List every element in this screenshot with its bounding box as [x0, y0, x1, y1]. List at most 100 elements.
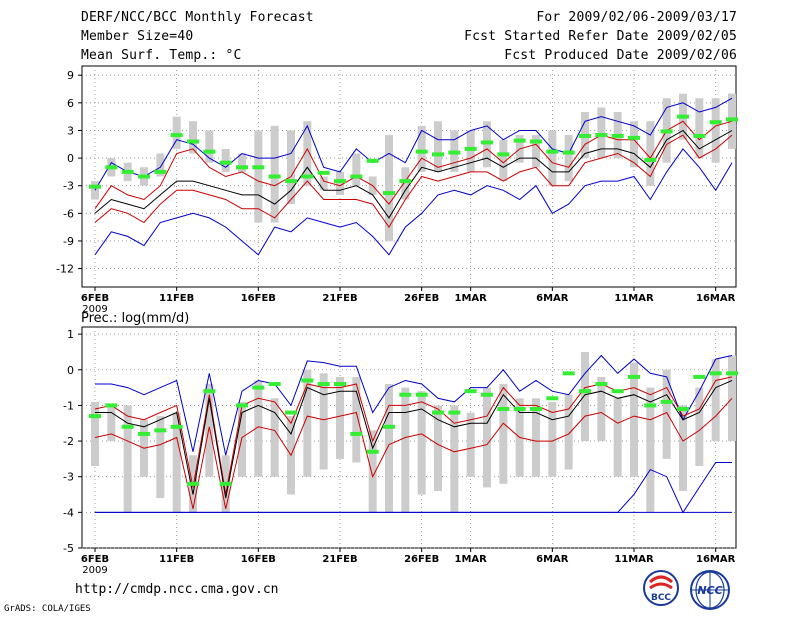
x-tick-label: 16MAR: [696, 554, 736, 565]
obs-marker: [219, 160, 232, 165]
y-tick-label: -1: [63, 399, 74, 412]
obs-marker: [579, 133, 591, 138]
ensemble-box: [336, 171, 344, 195]
y-tick-label: 0: [67, 152, 74, 165]
obs-marker: [366, 449, 379, 454]
x-tick-label: 1MAR: [454, 293, 487, 304]
ensemble-box: [401, 387, 410, 513]
obs-marker: [693, 374, 706, 379]
ensemble-box: [205, 384, 214, 477]
y-tick-label: 0: [67, 364, 74, 377]
ensemble-box: [303, 369, 312, 477]
ncc-logo: NCC: [690, 570, 730, 610]
obs-marker: [432, 152, 444, 157]
obs-marker: [562, 371, 575, 376]
ensemble-box: [238, 401, 246, 477]
y-tick-label: -5: [63, 542, 74, 555]
ensemble-box: [728, 355, 736, 442]
ensemble-box: [221, 455, 230, 513]
obs-marker: [677, 406, 689, 411]
ensemble-box: [123, 405, 132, 513]
ensemble-box: [466, 412, 475, 477]
ensemble-box: [270, 125, 279, 223]
source-url[interactable]: http://cmdp.ncc.cma.gov.cn: [75, 582, 279, 597]
obs-marker: [448, 150, 461, 155]
obs-marker: [285, 410, 297, 415]
obs-marker: [530, 139, 542, 144]
obs-marker: [170, 424, 183, 429]
ensemble-box: [548, 401, 557, 477]
obs-marker: [562, 150, 575, 155]
obs-marker: [497, 152, 510, 157]
x-tick-label: 6FEB: [81, 554, 109, 565]
ensemble-box: [303, 121, 312, 186]
obs-marker: [350, 431, 363, 436]
obs-marker: [121, 169, 134, 174]
y-tick-label: 9: [67, 69, 74, 82]
obs-marker: [660, 129, 673, 134]
obs-marker: [334, 179, 346, 184]
ensemble-box: [352, 376, 361, 463]
obs-marker: [709, 120, 722, 125]
obs-marker: [481, 392, 493, 397]
ensemble-box: [270, 398, 279, 477]
ensemble-box: [336, 376, 344, 459]
ensemble-box: [238, 153, 246, 172]
series-line-mean: [95, 380, 733, 499]
ensemble-box: [662, 369, 671, 459]
obs-marker: [383, 191, 395, 196]
started-date: Fcst Started Refer Date 2009/02/05: [464, 29, 737, 44]
obs-marker: [399, 179, 412, 184]
y-tick-label: -12: [56, 263, 74, 276]
obs-marker: [595, 133, 608, 138]
obs-marker: [677, 114, 689, 119]
ensemble-box: [189, 455, 197, 513]
ensemble-box: [679, 405, 687, 491]
obs-marker: [203, 389, 216, 394]
y-tick-label: -9: [63, 235, 74, 248]
ensemble-box: [597, 107, 606, 159]
x-tick-label: 6FEB: [81, 293, 109, 304]
obs-marker: [187, 481, 199, 486]
series-line-max: [94, 97, 733, 191]
ensemble-box: [319, 373, 328, 470]
ensemble-box: [287, 416, 295, 495]
obs-marker: [366, 158, 379, 163]
y-tick-label: -3: [63, 471, 74, 484]
x-tick-label: 16FEB: [241, 554, 276, 565]
logos: BCC NCC: [643, 570, 730, 610]
ensemble-box: [548, 130, 557, 186]
ensemble-box: [172, 116, 181, 149]
obs-marker: [481, 140, 493, 145]
ncc-logo-text: NCC: [697, 584, 722, 597]
x-tick-label: 26FEB: [404, 554, 439, 565]
x-tick-label: 26FEB: [404, 293, 439, 304]
obs-marker: [660, 399, 673, 404]
ensemble-box: [417, 125, 426, 172]
obs-marker: [644, 403, 657, 408]
variable-label: Mean Surf. Temp.: °C: [81, 48, 242, 63]
obs-marker: [350, 174, 363, 179]
ensemble-box: [466, 130, 475, 172]
obs-marker: [693, 133, 706, 138]
ensemble-box: [91, 181, 99, 200]
ensemble-box: [711, 359, 720, 442]
obs-marker: [268, 382, 281, 387]
ensemble-box: [711, 98, 720, 163]
ensemble-box: [483, 387, 491, 488]
y-tick-label: -3: [63, 180, 74, 193]
obs-marker: [595, 382, 608, 387]
obs-marker: [105, 403, 118, 408]
ensemble-box: [695, 98, 704, 159]
x-tick-label: 21FEB: [322, 293, 357, 304]
y-tick-label: 6: [67, 97, 74, 110]
ensemble-box: [564, 394, 573, 470]
ensemble-box: [385, 384, 393, 513]
obs-marker: [268, 174, 281, 179]
ensemble-box: [515, 398, 524, 477]
ensemble-box: [499, 139, 508, 182]
obs-marker: [252, 385, 265, 390]
ensemble-box: [499, 384, 508, 484]
y-tick-label: -6: [63, 207, 74, 220]
x-year-label: 2009: [82, 565, 107, 576]
